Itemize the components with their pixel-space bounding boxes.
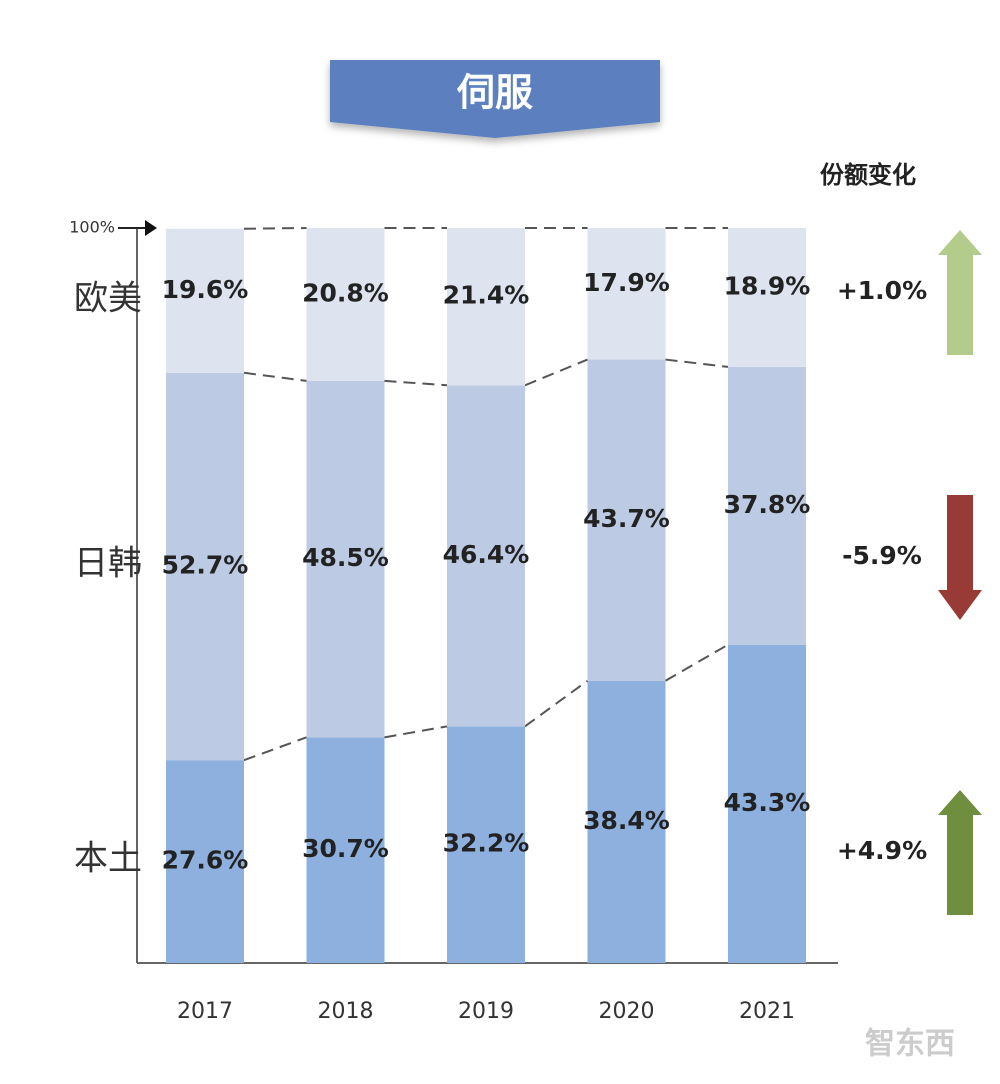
change-label: +1.0% — [837, 276, 927, 305]
change-label: -5.9% — [842, 541, 922, 570]
bar-segment — [728, 228, 806, 367]
value-label: 17.9% — [583, 268, 670, 297]
series-label: 欧美 — [74, 279, 142, 319]
value-label: 46.4% — [443, 540, 530, 569]
value-label: 21.4% — [443, 281, 530, 310]
watermark: 智东西 — [865, 1027, 955, 1062]
change-arrow — [938, 790, 982, 915]
bar-segment — [587, 228, 666, 360]
tick-arrow — [145, 220, 157, 236]
bar-segment — [166, 228, 244, 373]
bar-segment — [306, 228, 385, 381]
series-label: 本土 — [74, 839, 142, 879]
value-label: 43.7% — [583, 504, 670, 533]
change-title: 份额变化 — [820, 161, 916, 189]
bar-segment — [166, 372, 244, 761]
x-tick-label: 2019 — [458, 999, 514, 1024]
x-tick-label: 2020 — [599, 999, 655, 1024]
value-label: 30.7% — [302, 834, 389, 863]
value-label: 32.2% — [443, 829, 530, 858]
bar-segment — [447, 385, 525, 727]
value-label: 48.5% — [302, 543, 389, 572]
series-label: 日韩 — [74, 544, 142, 584]
connector — [524, 679, 589, 728]
value-label: 43.3% — [724, 788, 811, 817]
chart-title: 伺服 — [456, 71, 533, 115]
change-arrow — [938, 495, 982, 620]
value-label: 38.4% — [583, 806, 670, 835]
value-label: 20.8% — [302, 278, 389, 307]
bar-segment — [166, 760, 244, 963]
connector — [243, 736, 307, 762]
x-tick-label: 2018 — [318, 999, 374, 1024]
bar-segment — [447, 726, 525, 963]
bar-segment — [728, 644, 806, 963]
bar-segment — [587, 359, 666, 681]
connector — [243, 371, 307, 382]
y-tick-label: 100% — [69, 218, 115, 237]
connector — [665, 358, 729, 368]
connector — [384, 379, 448, 387]
bar-segment — [447, 228, 525, 386]
value-label: 37.8% — [724, 490, 811, 519]
change-arrow — [938, 230, 982, 355]
connector — [243, 227, 307, 230]
connector — [384, 725, 448, 739]
bar-segment — [587, 680, 666, 963]
bar-segment — [306, 380, 385, 738]
value-label: 19.6% — [162, 275, 249, 304]
value-label: 27.6% — [162, 846, 249, 875]
title-banner — [330, 60, 660, 138]
value-label: 18.9% — [724, 271, 811, 300]
change-label: +4.9% — [837, 836, 927, 865]
x-tick-label: 2021 — [739, 999, 795, 1024]
bar-segment — [728, 366, 806, 645]
x-tick-label: 2017 — [177, 999, 233, 1024]
connector — [665, 643, 729, 682]
bar-segment — [306, 737, 385, 963]
value-label: 52.7% — [162, 550, 249, 579]
connector — [524, 358, 588, 387]
